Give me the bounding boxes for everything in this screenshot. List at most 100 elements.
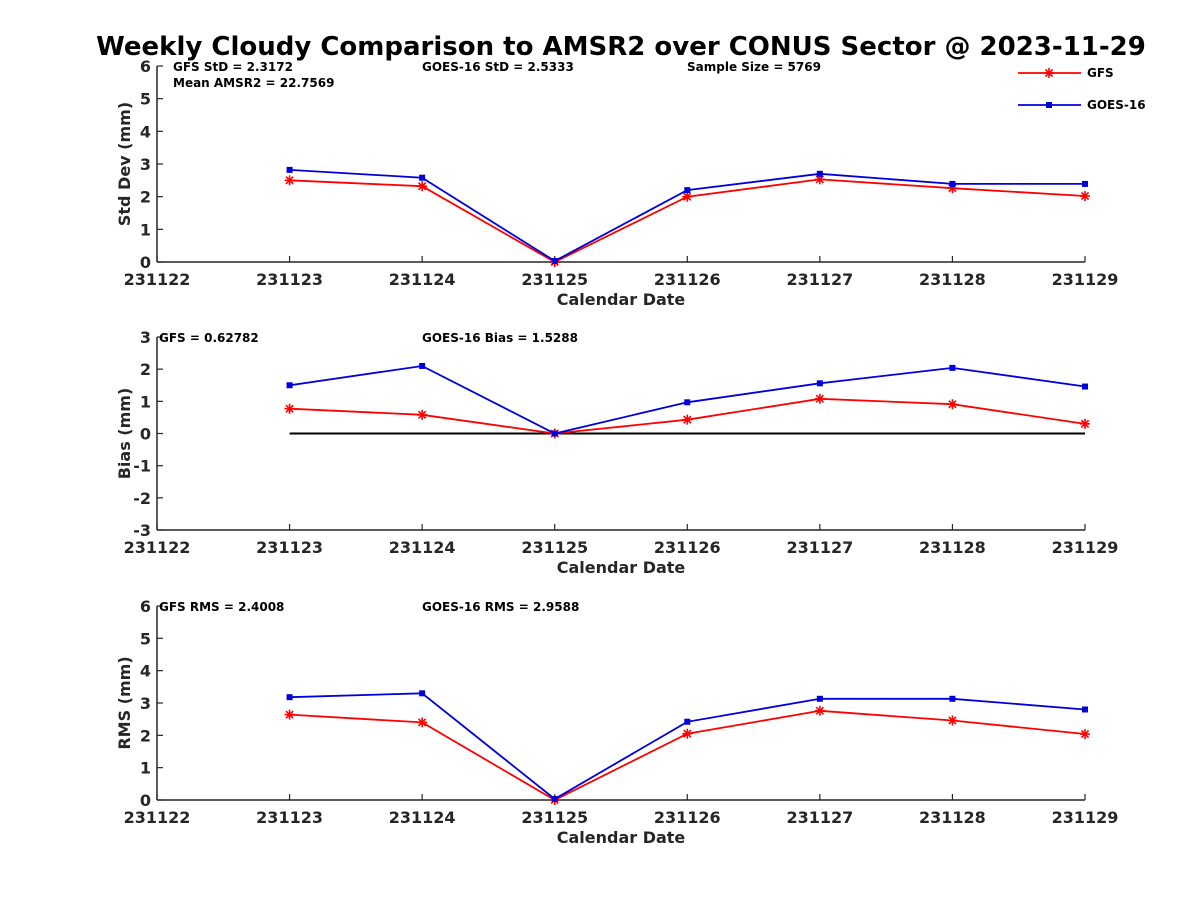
series-line-goes-16 (289, 169, 1085, 263)
y-tick-label: 2 (140, 726, 151, 745)
x-tick-label: 231122 (124, 808, 191, 827)
data-point-goes-16 (286, 694, 293, 701)
data-point-goes-16 (816, 170, 823, 177)
data-point-goes-16 (684, 718, 691, 725)
x-tick-label: 231124 (389, 538, 456, 557)
data-point-goes-16 (1082, 180, 1088, 187)
data-point-gfs (417, 409, 428, 420)
panel-2: -3 -2 -1 0 1 2 3 231122 231123 231124 231125 231126… (115, 328, 1118, 577)
legend-label-goes-16: GOES-16 (1087, 98, 1146, 112)
y-tick-label: 5 (140, 90, 151, 109)
data-point-goes-16 (419, 690, 426, 697)
y-tick-label: 0 (140, 791, 151, 810)
y-tick-label: 2 (140, 188, 151, 207)
y-tick-label: 0 (140, 425, 151, 444)
y-tick-label: 3 (140, 155, 151, 174)
data-point-gfs (947, 399, 958, 410)
data-point-gfs (417, 181, 428, 192)
data-point-goes-16 (949, 695, 956, 702)
x-tick-label: 231129 (1052, 538, 1119, 557)
data-point-gfs (417, 717, 428, 728)
data-point-goes-16 (684, 187, 691, 194)
data-point-gfs (682, 191, 693, 202)
data-point-gfs (284, 709, 295, 720)
data-point-gfs (1080, 418, 1090, 429)
chart-title: Weekly Cloudy Comparison to AMSR2 over C… (96, 32, 1146, 62)
x-tick-label: 231129 (1052, 808, 1119, 827)
legend-label-gfs: GFS (1087, 66, 1114, 80)
data-point-goes-16 (551, 796, 558, 803)
data-point-gfs (682, 728, 693, 739)
stat-annotation: Mean AMSR2 = 22.7569 (173, 76, 334, 90)
x-tick-label: 231127 (786, 270, 853, 289)
y-tick-label: 1 (140, 759, 151, 778)
y-tick-label: 1 (140, 220, 151, 239)
y-axis-label: Bias (mm) (115, 388, 134, 480)
data-point-goes-16 (286, 166, 293, 173)
x-axis-label: Calendar Date (557, 290, 686, 309)
x-tick-label: 231128 (919, 270, 986, 289)
data-point-goes-16 (1082, 383, 1088, 390)
y-tick-label: 3 (140, 328, 151, 347)
data-point-gfs (284, 175, 295, 186)
stat-annotation: GFS StD = 2.3172 (173, 60, 293, 74)
legend-marker-goes-16 (1046, 102, 1052, 108)
x-tick-label: 231126 (654, 808, 721, 827)
stat-annotation: GOES-16 Bias = 1.5288 (422, 331, 578, 345)
x-tick-label: 231123 (256, 538, 323, 557)
y-tick-label: 4 (140, 122, 151, 141)
stat-annotation: Sample Size = 5769 (687, 60, 821, 74)
y-tick-label: -2 (133, 489, 151, 508)
y-tick-label: 4 (140, 662, 151, 681)
x-tick-label: 231127 (786, 808, 853, 827)
x-tick-label: 231124 (389, 270, 456, 289)
stat-annotation: GOES-16 RMS = 2.9588 (422, 600, 579, 614)
data-point-goes-16 (286, 382, 293, 389)
panel-1: 0 1 2 3 4 5 6 231122 231123 231124 231125 231126 231… (115, 57, 1118, 309)
data-point-gfs (814, 393, 825, 404)
series-line-goes-16 (289, 692, 1086, 801)
x-axis-label: Calendar Date (557, 558, 686, 577)
data-point-goes-16 (816, 380, 823, 387)
data-point-goes-16 (551, 430, 558, 437)
y-tick-label: 3 (140, 694, 151, 713)
stat-annotation: GFS RMS = 2.4008 (159, 600, 284, 614)
data-point-gfs (814, 705, 825, 716)
data-point-goes-16 (419, 362, 426, 369)
data-point-goes-16 (684, 399, 691, 406)
data-point-goes-16 (551, 258, 558, 265)
y-tick-label: 0 (140, 253, 151, 272)
x-tick-label: 231126 (654, 270, 721, 289)
y-tick-label: -1 (133, 457, 151, 476)
y-tick-label: 5 (140, 629, 151, 648)
x-tick-label: 231122 (124, 538, 191, 557)
x-tick-label: 231125 (521, 808, 588, 827)
data-point-goes-16 (1082, 706, 1088, 713)
data-point-gfs (284, 403, 295, 414)
data-point-gfs (1080, 191, 1090, 202)
data-point-goes-16 (949, 180, 956, 187)
x-tick-label: 231123 (256, 270, 323, 289)
legend: GFS GOES-16 (1018, 66, 1146, 112)
x-tick-label: 231128 (919, 808, 986, 827)
x-tick-label: 231128 (919, 538, 986, 557)
data-point-gfs (947, 715, 958, 726)
stat-annotation: GOES-16 StD = 2.5333 (422, 60, 574, 74)
x-tick-label: 231123 (256, 808, 323, 827)
data-point-goes-16 (816, 695, 823, 702)
y-tick-label: 6 (140, 597, 151, 616)
y-axis-label: Std Dev (mm) (115, 102, 134, 226)
panel-3: 0 1 2 3 4 5 6 231122 231123 231124 231125 231126 231… (115, 597, 1118, 847)
data-point-gfs (1080, 729, 1090, 740)
x-axis-label: Calendar Date (557, 828, 686, 847)
y-tick-label: -3 (133, 521, 151, 540)
y-tick-label: 2 (140, 360, 151, 379)
y-axis-label: RMS (mm) (115, 656, 134, 749)
y-tick-label: 1 (140, 392, 151, 411)
x-tick-label: 231125 (521, 270, 588, 289)
legend-marker-gfs (1044, 68, 1054, 78)
stat-annotation: GFS = 0.62782 (159, 331, 259, 345)
x-tick-label: 231127 (786, 538, 853, 557)
x-tick-label: 231122 (124, 270, 191, 289)
